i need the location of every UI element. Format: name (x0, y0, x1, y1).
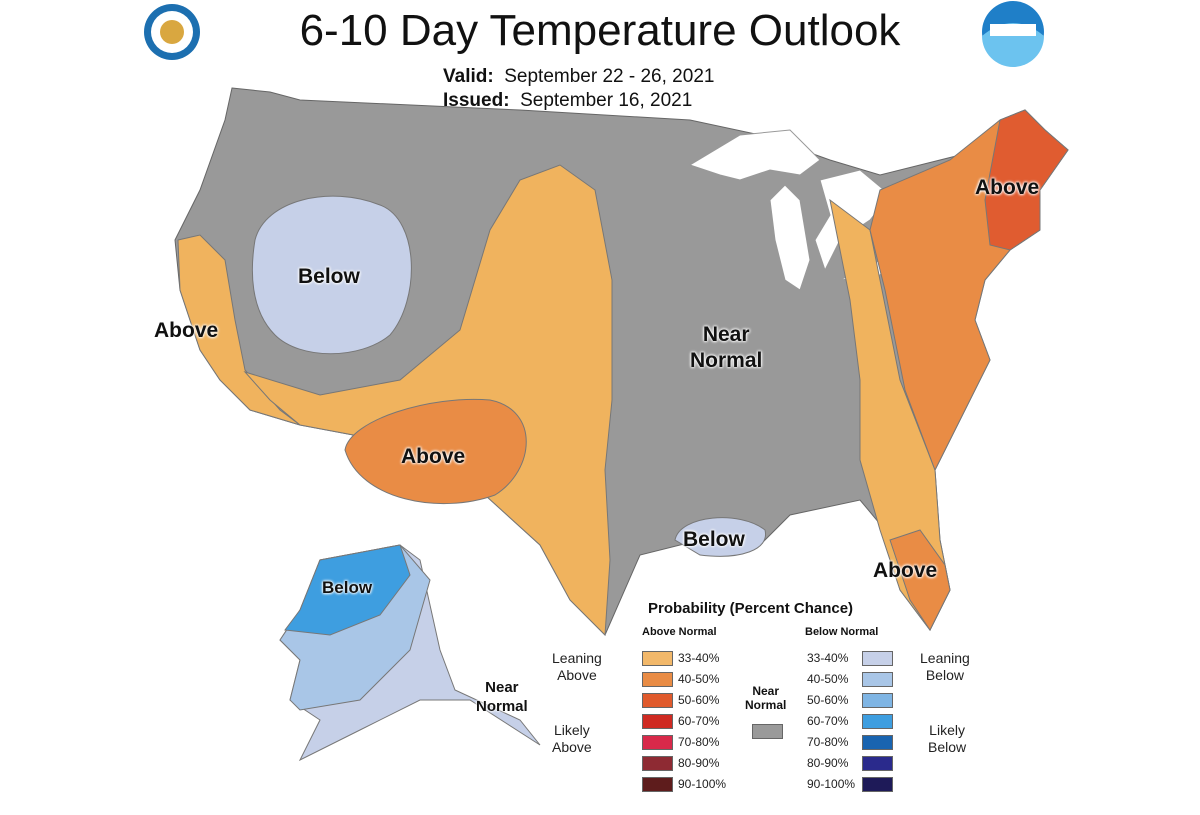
legend-label-below-6: 90-100% (807, 777, 856, 791)
legend-swatch-above-3 (642, 714, 673, 729)
legend-label-above-3: 60-70% (678, 714, 720, 728)
region-above-southwest (344, 398, 527, 505)
legend-likely-above: Likely Above (552, 722, 592, 755)
label-northern-rockies: Below (298, 265, 360, 288)
region-lean-above-west (177, 234, 301, 426)
legend-label-above-5: 80-90% (678, 756, 720, 770)
label-central: Near Normal (690, 323, 763, 372)
region-lean-below-rockies (251, 195, 412, 355)
legend-swatch-above-1 (642, 672, 673, 687)
legend-near-normal: Near Normal (745, 684, 787, 712)
legend-label-above-4: 70-80% (678, 735, 720, 749)
alaska-below-60 (284, 544, 411, 636)
legend-swatch-above-6 (642, 777, 673, 792)
legend-swatch-below-1 (862, 672, 893, 687)
label-southwest: Above (401, 445, 466, 468)
legend-swatch-above-2 (642, 693, 673, 708)
legend-swatch-below-0 (862, 651, 893, 666)
legend-likely-below: Likely Below (928, 722, 967, 755)
legend-label-below-4: 70-80% (807, 735, 849, 749)
noaa-logo (982, 1, 1044, 67)
great-lakes (688, 129, 906, 291)
label-alaska-below: Below (322, 578, 373, 597)
legend-swatch-below-6 (862, 777, 893, 792)
label-alaska-near: Near Normal (476, 679, 528, 715)
legend-leaning-above: Leaning Above (552, 650, 602, 683)
label-northeast: Above (975, 176, 1040, 199)
legend-swatch-above-4 (642, 735, 673, 750)
legend-label-above-0: 33-40% (678, 651, 720, 665)
valid-dates: Valid: September 22 - 26, 2021 (443, 66, 715, 87)
legend-label-above-1: 40-50% (678, 672, 720, 686)
label-florida: Above (873, 559, 938, 582)
department-of-commerce-seal (144, 4, 200, 60)
legend-title: Probability (Percent Chance) (648, 600, 854, 617)
legend-label-below-1: 40-50% (807, 672, 849, 686)
legend-swatch-above-0 (642, 651, 673, 666)
label-west-coast: Above (154, 319, 219, 342)
legend-swatch-below-2 (862, 693, 893, 708)
legend-label-above-6: 90-100% (678, 777, 727, 791)
region-above-florida (889, 529, 951, 631)
issued-date: Issued: September 16, 2021 (443, 90, 693, 111)
legend-label-below-5: 80-90% (807, 756, 849, 770)
legend-below-header: Below Normal (805, 626, 879, 638)
region-above-northeast (984, 109, 1069, 251)
legend-above-header: Above Normal (642, 626, 717, 638)
legend-swatch-below-3 (862, 714, 893, 729)
region-lean-below-gulf (674, 517, 766, 557)
page-title: 6-10 Day Temperature Outlook (299, 6, 901, 55)
legend-label-above-2: 50-60% (678, 693, 720, 707)
legend-label-below-0: 33-40% (807, 651, 849, 665)
legend-swatch-below-4 (862, 735, 893, 750)
legend-swatch-below-5 (862, 756, 893, 771)
legend-leaning-below: Leaning Below (920, 650, 970, 683)
legend-label-below-3: 60-70% (807, 714, 849, 728)
legend-swatch-above-5 (642, 756, 673, 771)
legend-near-swatch (752, 724, 783, 739)
label-gulf: Below (683, 528, 745, 551)
legend-label-below-2: 50-60% (807, 693, 849, 707)
